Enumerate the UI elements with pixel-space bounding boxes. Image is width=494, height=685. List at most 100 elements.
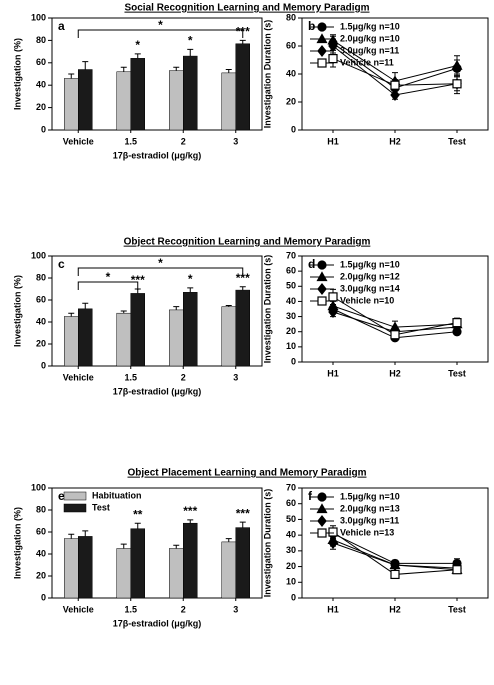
legend-marker [317,515,327,527]
bar [130,58,145,131]
x-tick-label: 3 [233,136,238,146]
x-tick-label: H2 [389,604,401,614]
significance-label: * [188,34,193,48]
y-tick-label: 40 [36,548,46,558]
significance-label: * [188,272,193,286]
bar [183,292,198,367]
y-tick-label: 60 [36,57,46,67]
y-tick-label: 20 [286,561,296,571]
significance-label: *** [183,504,197,518]
y-tick-label: 20 [36,338,46,348]
bar [64,538,79,599]
y-axis-label: Investigation (%) [12,38,22,110]
bar [78,69,93,131]
bar [78,536,93,599]
x-tick-label: H1 [327,604,339,614]
bar [169,309,184,367]
significance-bracket [77,281,139,290]
marker [452,565,462,575]
panel-label: c [58,257,65,271]
y-axis-label: Investigation Duration (s) [262,489,272,598]
y-tick-label: 60 [286,498,296,508]
bar [235,43,250,131]
x-tick-label: 1.5 [124,604,137,614]
y-tick-label: 20 [36,570,46,580]
legend-label: 3.0μg/kg n=11 [340,515,399,525]
error-bar [82,302,89,309]
error-bar [225,305,232,307]
plot-frame [51,17,263,131]
y-tick-label: 40 [36,80,46,90]
x-tick-label: 2 [181,372,186,382]
significance-label: * [135,38,140,52]
error-bar [173,544,180,549]
legend-label: 2.0μg/kg n=13 [340,503,400,513]
y-tick-label: 30 [286,545,296,555]
x-tick-label: Test [448,136,466,146]
x-tick-label: Test [448,368,466,378]
error-bar [82,530,89,537]
y-tick-label: 50 [286,514,296,524]
significance-bracket [77,267,244,276]
bar [235,527,250,599]
significance-label: *** [131,273,145,287]
significance-label: ** [133,507,143,521]
legend-marker [317,283,327,295]
marker [328,527,338,537]
marker [452,318,462,328]
plot-frame [51,487,263,599]
error-bar [68,533,75,539]
bar [116,71,131,131]
legend-marker [317,296,327,306]
significance-label: *** [236,506,250,520]
marker [328,537,338,549]
plot-frame [51,255,263,367]
y-tick-label: 50 [286,281,296,291]
bar [183,522,198,599]
y-tick-label: 60 [286,40,296,50]
error-bar [134,53,141,59]
bracket-label: * [106,270,111,284]
legend-marker [316,503,328,514]
y-tick-label: 40 [286,530,296,540]
legend-marker [317,528,327,538]
x-tick-label: 1.5 [124,136,137,146]
y-tick-label: 80 [286,12,296,22]
bar [64,78,79,131]
error-bar [187,287,194,293]
bar [169,548,184,599]
error-bar [82,61,89,70]
bracket-label: * [158,18,163,32]
bar [64,316,79,367]
y-tick-label: 40 [36,316,46,326]
x-tick-label: Vehicle [63,604,94,614]
bar [130,293,145,367]
y-tick-label: 80 [36,272,46,282]
y-tick-label: 20 [286,326,296,336]
significance-bracket [77,29,244,38]
legend-label: Vehicle n=10 [340,295,394,305]
legend-marker [317,58,327,68]
y-tick-label: 100 [31,250,46,260]
y-tick-label: 60 [286,266,296,276]
x-tick-label: 3 [233,372,238,382]
y-tick-label: 20 [36,102,46,112]
marker [328,306,338,318]
legend-label: 1.5μg/kg n=10 [340,21,400,31]
legend-label: Vehicle n=13 [340,527,394,537]
bar [116,548,131,599]
marker [390,569,400,580]
legend-label: 3.0μg/kg n=11 [340,45,399,55]
y-axis-label: Investigation Duration (s) [262,255,272,364]
y-tick-label: 100 [31,482,46,492]
x-tick-label: Vehicle [63,372,94,382]
panel-label: a [58,19,65,33]
x-tick-label: Test [448,604,466,614]
y-tick-label: 70 [286,482,296,492]
error-bar [173,66,180,71]
error-bar [225,538,232,542]
legend-label: 1.5μg/kg n=10 [340,259,400,269]
bar [169,70,184,131]
legend-marker [317,260,327,270]
bar [116,312,131,367]
